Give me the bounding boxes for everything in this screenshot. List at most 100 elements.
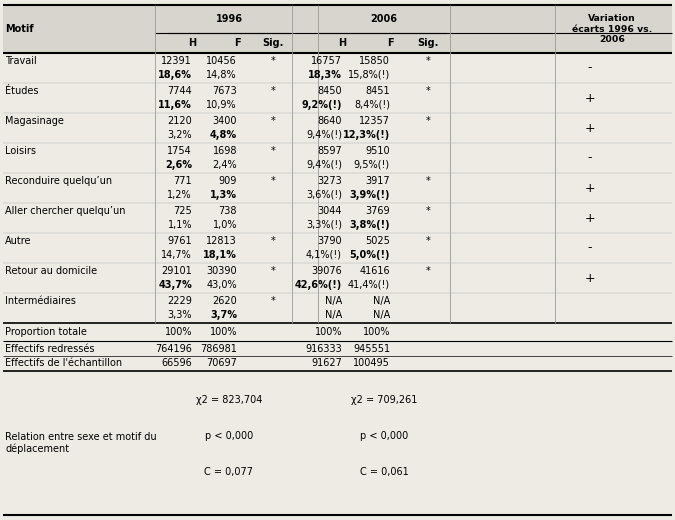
Text: 10456: 10456 [207,56,237,67]
Text: 2,6%: 2,6% [165,160,192,170]
Text: *: * [271,147,275,157]
Text: Travail: Travail [5,56,36,67]
Text: 100495: 100495 [353,358,390,369]
Text: Sig.: Sig. [263,38,283,48]
Text: 2229: 2229 [167,296,192,306]
Text: Effectifs redressés: Effectifs redressés [5,344,94,354]
Text: 91627: 91627 [311,358,342,369]
Text: Motif: Motif [5,24,34,34]
Text: N/A: N/A [325,296,342,306]
Text: N/A: N/A [373,296,390,306]
Text: 3,3%(!): 3,3%(!) [306,219,342,230]
Text: 7744: 7744 [167,86,192,96]
Text: *: * [426,116,431,126]
Text: 14,7%: 14,7% [161,250,192,259]
Text: *: * [426,86,431,96]
Text: 41,4%(!): 41,4%(!) [348,280,390,290]
Text: 12813: 12813 [207,237,237,246]
Text: 8597: 8597 [317,147,342,157]
Text: Magasinage: Magasinage [5,116,64,126]
Text: Études: Études [5,86,38,96]
Text: 2120: 2120 [167,116,192,126]
Text: 1698: 1698 [213,147,237,157]
Text: 66596: 66596 [161,358,192,369]
Text: 43,0%: 43,0% [207,280,237,290]
Text: 100%: 100% [209,327,237,337]
Text: C = 0,061: C = 0,061 [360,467,408,477]
Text: p < 0,000: p < 0,000 [205,431,253,441]
Text: 11,6%: 11,6% [158,100,192,110]
Text: Variation
écarts 1996 vs.
2006: Variation écarts 1996 vs. 2006 [572,14,652,44]
Text: χ2 = 823,704: χ2 = 823,704 [196,395,262,405]
Text: 30390: 30390 [207,266,237,277]
Text: 9,5%(!): 9,5%(!) [354,160,390,170]
Text: 3400: 3400 [213,116,237,126]
Text: 3,9%(!): 3,9%(!) [350,190,390,200]
Text: 764196: 764196 [155,344,192,354]
Text: H: H [338,38,346,48]
Text: F: F [387,38,394,48]
Text: Relation entre sexe et motif du
déplacement: Relation entre sexe et motif du déplacem… [5,432,157,454]
Text: H: H [188,38,196,48]
Text: 16757: 16757 [311,56,342,67]
Text: 725: 725 [173,206,192,216]
Text: 3,7%: 3,7% [210,309,237,320]
Text: F: F [234,38,240,48]
Text: 738: 738 [219,206,237,216]
Text: 100%: 100% [165,327,192,337]
Text: 9,2%(!): 9,2%(!) [302,100,342,110]
Text: N/A: N/A [325,309,342,320]
Text: 9,4%(!): 9,4%(!) [306,129,342,139]
Text: +: + [585,92,595,105]
Text: 8640: 8640 [317,116,342,126]
Text: Loisirs: Loisirs [5,147,36,157]
Text: 8450: 8450 [317,86,342,96]
Text: 4,1%(!): 4,1%(!) [306,250,342,259]
Text: *: * [271,176,275,186]
Text: *: * [426,56,431,67]
Text: 2620: 2620 [212,296,237,306]
Text: Retour au domicile: Retour au domicile [5,266,97,277]
Text: 7673: 7673 [212,86,237,96]
Text: N/A: N/A [373,309,390,320]
Text: 5025: 5025 [365,237,390,246]
Text: *: * [271,116,275,126]
Text: 10,9%: 10,9% [207,100,237,110]
Text: 18,1%: 18,1% [203,250,237,259]
Text: *: * [271,86,275,96]
Text: *: * [271,266,275,277]
Text: 3,8%(!): 3,8%(!) [350,219,390,230]
Text: *: * [271,296,275,306]
Text: 12357: 12357 [359,116,390,126]
Text: +: + [585,181,595,194]
Bar [3,5,672,53]
Text: 8,4%(!): 8,4%(!) [354,100,390,110]
Text: -: - [588,61,592,74]
Text: Reconduire quelqu’un: Reconduire quelqu’un [5,176,112,186]
Text: 18,6%: 18,6% [158,70,192,80]
Text: 15,8%(!): 15,8%(!) [348,70,390,80]
Text: *: * [426,206,431,216]
Text: 3917: 3917 [365,176,390,186]
Text: 4,8%: 4,8% [210,129,237,139]
Text: *: * [426,237,431,246]
Text: -: - [588,241,592,254]
Text: 39076: 39076 [311,266,342,277]
Text: 100%: 100% [315,327,342,337]
Text: 100%: 100% [362,327,390,337]
Text: 9,4%(!): 9,4%(!) [306,160,342,170]
Text: 1754: 1754 [167,147,192,157]
Text: *: * [426,266,431,277]
Text: 2,4%: 2,4% [213,160,237,170]
Text: 786981: 786981 [200,344,237,354]
Text: p < 0,000: p < 0,000 [360,431,408,441]
Text: 3790: 3790 [317,237,342,246]
Text: 18,3%: 18,3% [308,70,342,80]
Text: 43,7%: 43,7% [158,280,192,290]
Text: 14,8%: 14,8% [207,70,237,80]
Text: 70697: 70697 [206,358,237,369]
Text: Autre: Autre [5,237,32,246]
Text: Effectifs de l'échantillon: Effectifs de l'échantillon [5,358,122,369]
Text: -: - [588,151,592,164]
Text: 5,0%(!): 5,0%(!) [350,250,390,259]
